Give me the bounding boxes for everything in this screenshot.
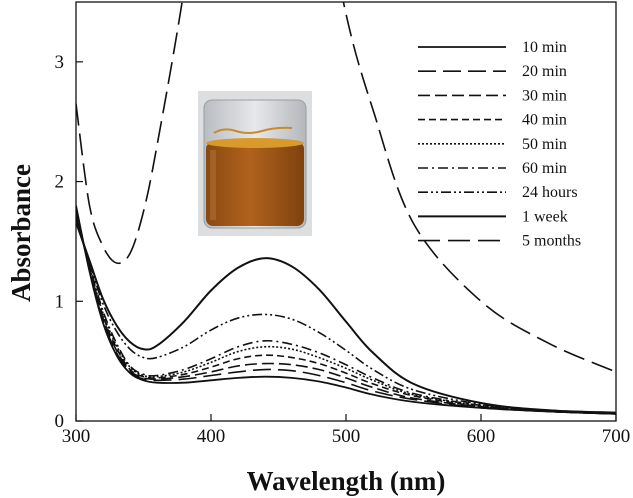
series-line-40-min [76, 212, 616, 415]
y-tick-label: 0 [55, 411, 65, 432]
legend-label: 30 min [522, 87, 567, 104]
series-line-10-min [76, 205, 616, 415]
legend-label: 60 min [522, 160, 567, 177]
y-tick-label: 2 [55, 172, 65, 193]
series-line-1-week [76, 221, 616, 414]
y-tick-label: 1 [55, 291, 65, 312]
x-tick-label: 600 [467, 426, 496, 447]
legend-label: 50 min [522, 136, 567, 153]
y-tick-label: 3 [55, 52, 65, 73]
series-line-24-hours [76, 219, 616, 414]
vial-photo-inset [198, 91, 312, 236]
x-tick-label: 400 [197, 426, 226, 447]
x-tick-label: 500 [332, 426, 361, 447]
legend-label: 5 months [522, 233, 581, 250]
series-line-5-months [76, 2, 616, 373]
series-line-50-min [76, 214, 616, 415]
series-line-20-min [76, 207, 616, 415]
series-line-30-min [76, 210, 616, 415]
x-axis-title: Wavelength (nm) [247, 466, 446, 496]
legend-label: 10 min [522, 39, 567, 56]
legend-label: 24 hours [522, 184, 578, 201]
legend-label: 1 week [522, 208, 568, 225]
y-axis-title: Absorbance [6, 164, 36, 302]
legend-label: 20 min [522, 63, 567, 80]
x-tick-label: 700 [602, 426, 631, 447]
x-tick-label: 300 [62, 426, 91, 447]
legend-label: 40 min [522, 112, 567, 129]
